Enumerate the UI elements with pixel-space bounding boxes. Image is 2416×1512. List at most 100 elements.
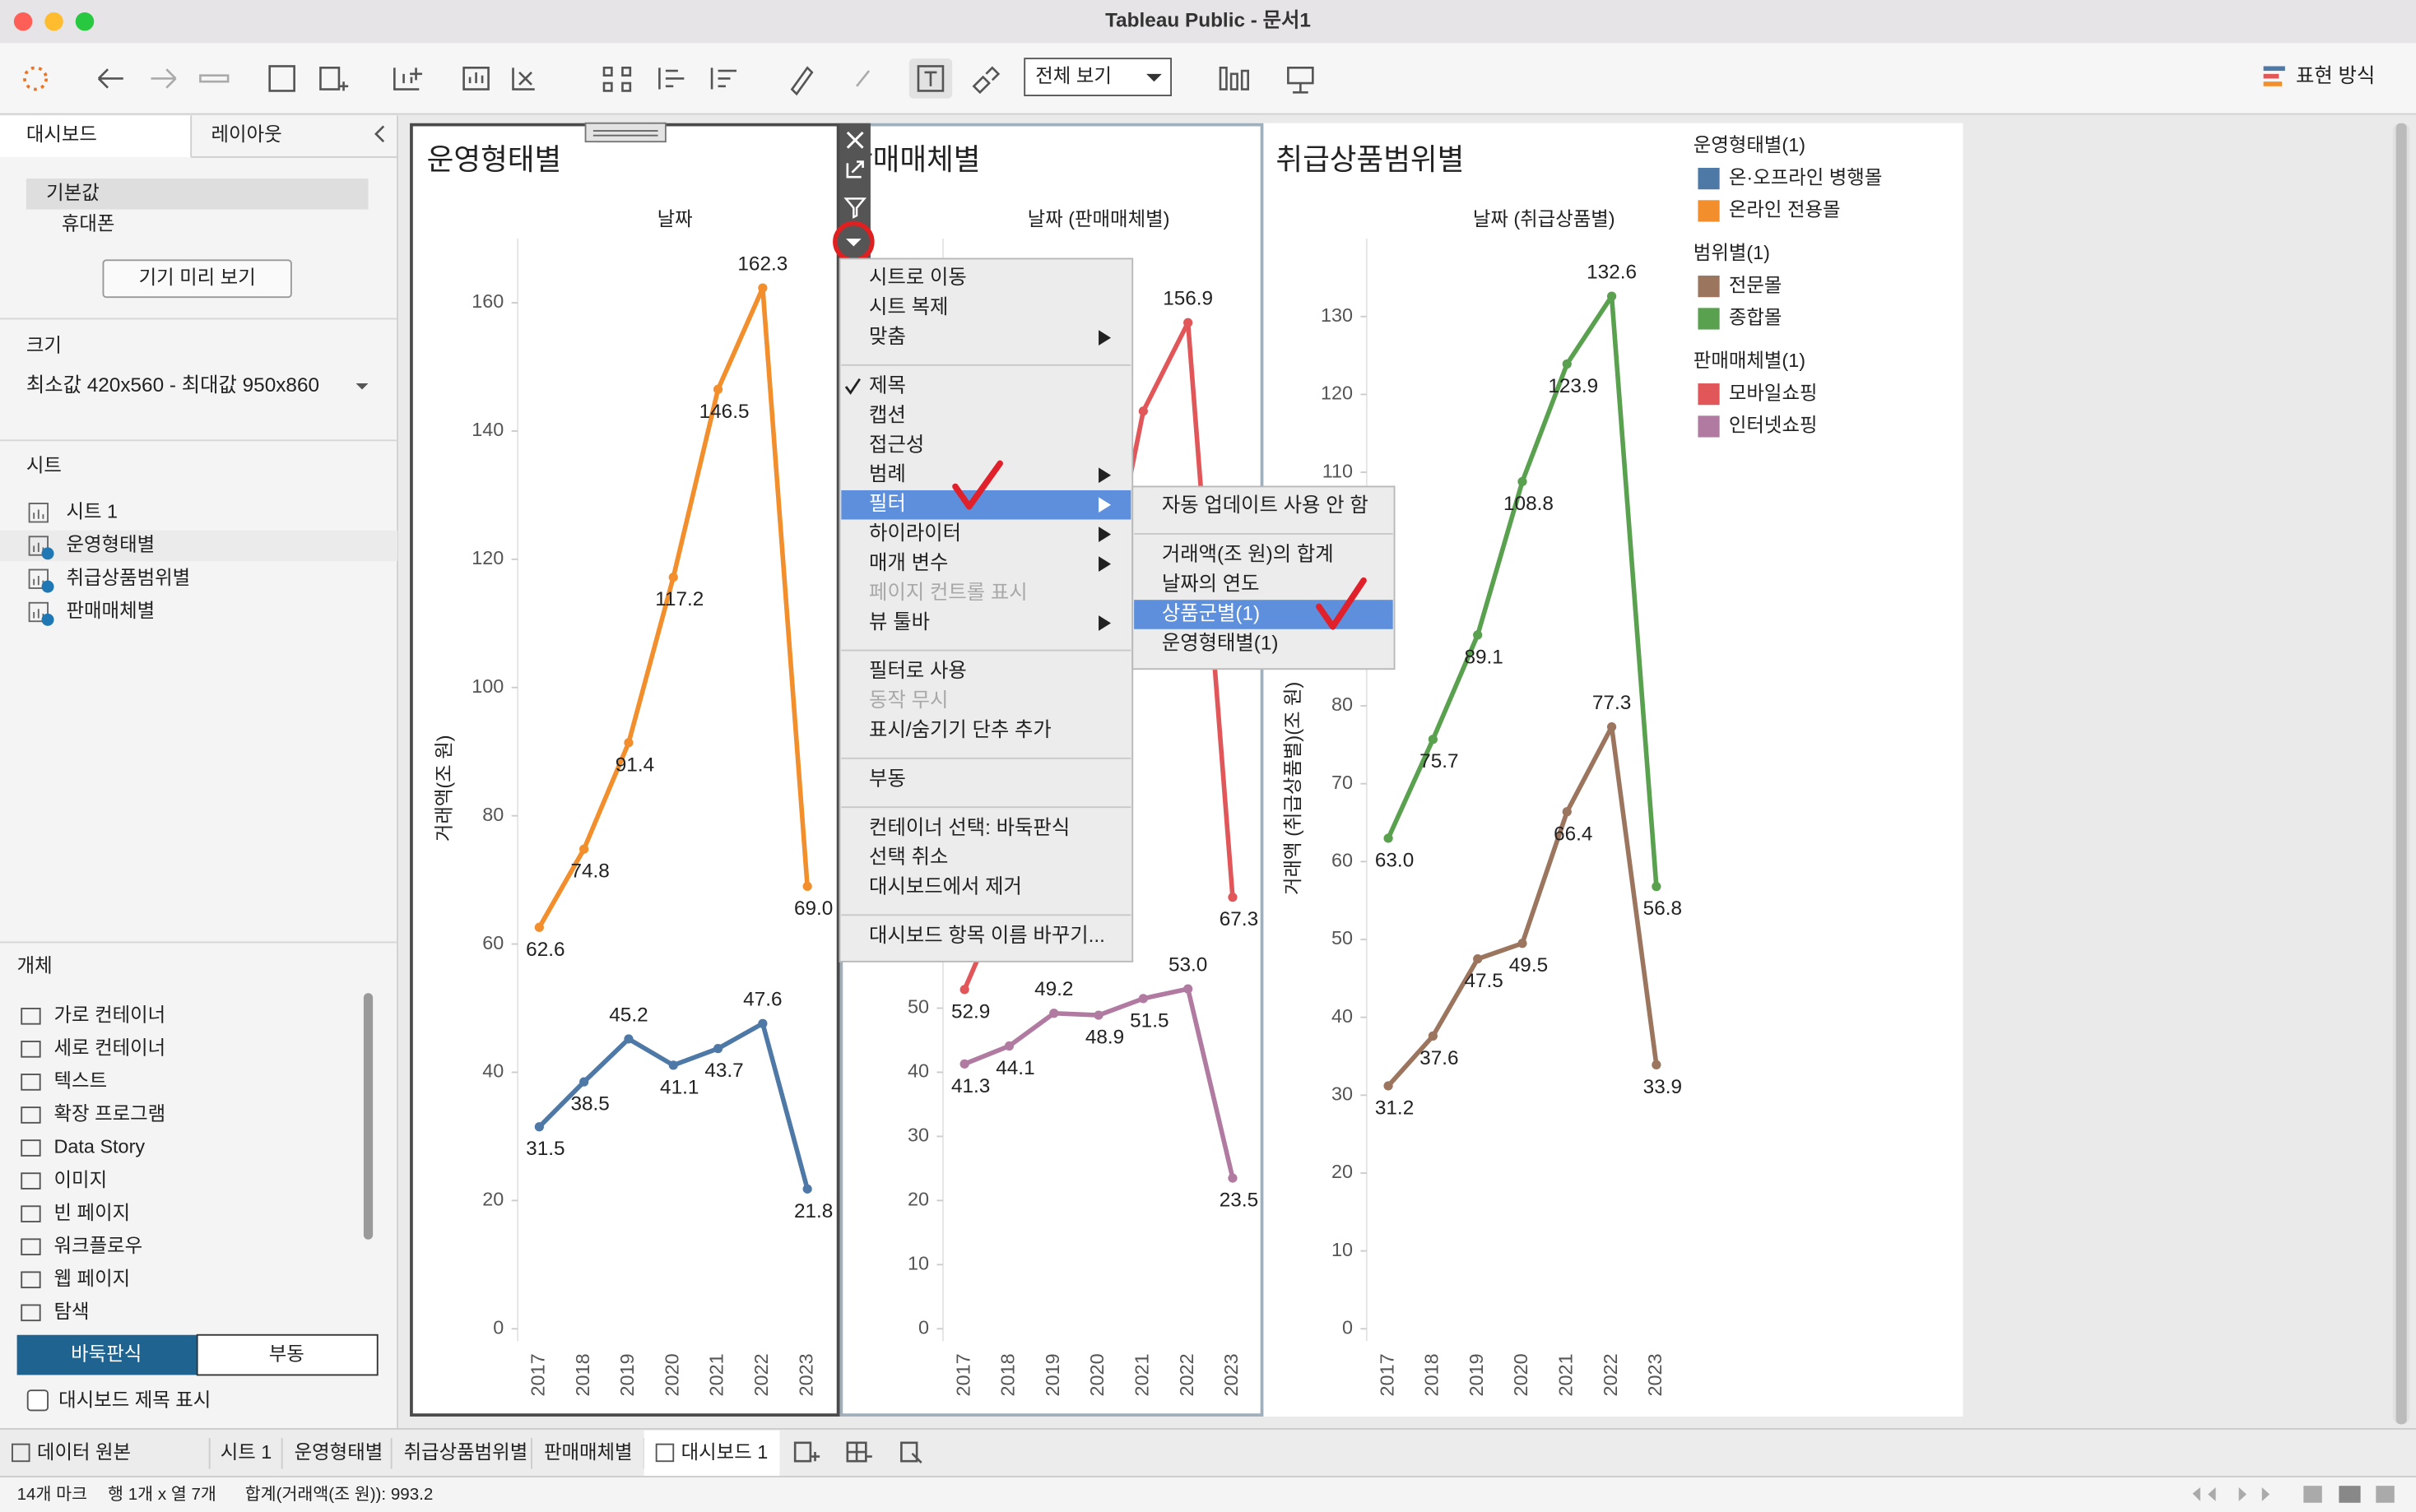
scrollbar[interactable] [2395,123,2407,1425]
menu-item[interactable]: 범례 [869,463,906,485]
sheet-tab[interactable]: 판매매체별 [544,1441,633,1463]
legend-entry[interactable]: 종합몰 [1729,307,1782,328]
x-tick-label: 2023 [1644,1353,1666,1396]
sheet-tab[interactable]: 취급상품범위별 [404,1441,528,1463]
object-item[interactable]: 가로 컨테이너 [54,1004,166,1026]
menu-item[interactable]: 뷰 툴바 [869,611,930,633]
object-item[interactable]: Data Story [54,1136,146,1157]
sheet-tab[interactable]: 데이터 원본 [37,1441,131,1463]
sidebar-tab[interactable]: 대시보드 [26,123,97,145]
dashboard [410,123,1963,1417]
layout-mode-label: 부동 [269,1343,304,1364]
device-preview-button[interactable] [102,259,292,299]
menu-item[interactable]: 하이라이터 [869,522,961,545]
y-tick-label: 20 [482,1189,504,1210]
sheet-tabs: 데이터 원본 시트 1 운영형태별 취급상품범위별 판매매체별 대시보드 1 [12,1430,780,1477]
menu-item[interactable]: 접근성 [869,434,924,456]
menu-item[interactable]: 자동 업데이트 사용 안 함 [1162,494,1368,517]
submenu-arrow [1099,497,1112,513]
close-button[interactable] [13,12,33,31]
x-tick-label: 2019 [1042,1353,1063,1396]
object-item[interactable]: 세로 컨테이너 [54,1037,166,1059]
data-point [1228,893,1238,902]
view-mode-select[interactable] [1024,58,1172,96]
y-tick-label: 10 [908,1253,929,1274]
move-handle[interactable] [584,122,667,143]
menu-item[interactable]: 필터 [869,493,906,515]
object-item[interactable]: 탐색 [54,1301,90,1322]
device-item[interactable]: 기본값 [46,182,100,203]
object-item[interactable]: 웹 페이지 [54,1268,131,1289]
scrollbar[interactable] [363,993,374,1240]
object-item[interactable]: 워크플로우 [54,1235,143,1256]
sheet-used-badge [41,580,54,593]
sheet-tab[interactable]: 운영형태별 [295,1441,383,1463]
sheet-item[interactable]: 취급상품범위별 [67,567,191,588]
data-point [713,384,723,394]
data-point [758,1018,768,1028]
sheet-tab[interactable]: 대시보드 1 [681,1441,769,1463]
menu-item[interactable]: 대시보드 항목 이름 바꾸기... [869,925,1105,947]
legend-entry[interactable]: 온라인 전용몰 [1729,199,1841,220]
minimize-button[interactable] [44,12,63,31]
show-me-icon [2263,66,2285,86]
status-controls[interactable] [2187,1486,2395,1503]
filter-icon[interactable] [843,197,867,219]
object-item[interactable]: 이미지 [54,1169,108,1190]
data-point [1383,1081,1393,1091]
status-text: 14개 마크 [17,1485,87,1504]
goto-sheet-icon[interactable] [846,160,864,179]
checkbox[interactable] [26,1389,49,1412]
menu-item[interactable]: 시트 복제 [869,296,948,318]
new-sheet-icons[interactable] [793,1441,922,1464]
sheet-item[interactable]: 판매매체별 [67,600,156,621]
menu-item[interactable]: 날짜의 연도 [1162,573,1260,595]
legend-swatch [1698,308,1720,330]
show-me-button[interactable]: 표현 방식 [2296,65,2375,87]
legend-entry[interactable]: 온·오프라인 병행몰 [1729,166,1882,188]
legend-entry[interactable]: 전문몰 [1729,274,1782,295]
y-tick-label: 20 [908,1189,929,1210]
zoom-button[interactable] [75,12,95,31]
size-select[interactable]: 최소값 420x560 - 최대값 950x860 [26,374,319,397]
menu-item[interactable]: 맞춤 [869,326,906,348]
sidebar-tab[interactable]: 레이아웃 [211,123,282,145]
sheet-item[interactable]: 운영형태별 [67,534,156,555]
menu-item[interactable]: 제목 [869,374,906,397]
menu-item[interactable]: 컨테이너 선택: 바둑판식 [869,817,1070,839]
menu-item[interactable]: 매개 변수 [869,552,948,574]
layout-mode-label: 바둑판식 [71,1343,142,1364]
menu-item[interactable]: 부동 [869,768,906,790]
object-item[interactable]: 텍스트 [54,1070,108,1092]
menu-item[interactable]: 운영형태별(1) [1162,632,1279,654]
y-tick-label: 120 [1321,383,1353,404]
remove-icon[interactable] [846,131,864,149]
data-label: 89.1 [1464,646,1503,668]
data-point [1652,1060,1661,1070]
menu-item[interactable]: 캡션 [869,404,906,426]
sheet-item[interactable]: 시트 1 [67,500,118,522]
menu-item[interactable]: 시트로 이동 [869,267,967,289]
menu-item[interactable]: 거래액(조 원)의 합계 [1162,544,1334,566]
menu-item[interactable]: 대시보드에서 제거 [869,876,1022,898]
collapse-icon[interactable] [374,125,385,143]
device-item[interactable]: 휴대폰 [62,212,115,234]
sheet-tab[interactable]: 시트 1 [221,1441,272,1463]
more-options-arrow [845,239,862,247]
legend-entry[interactable]: 인터넷쇼핑 [1729,415,1818,436]
object-item[interactable]: 빈 페이지 [54,1202,131,1223]
menu-item[interactable]: 상품군별(1) [1162,602,1260,624]
menu-item[interactable]: 표시/숨기기 단추 추가 [869,719,1052,741]
sheet-used-badge [41,613,54,626]
x-tick-label: 2017 [1376,1353,1397,1396]
toolbar-icons[interactable] [23,58,1314,99]
object-item[interactable]: 확장 프로그램 [54,1103,166,1125]
layout-mode-floating[interactable] [196,1333,379,1376]
data-point [1183,984,1193,994]
menu-item[interactable]: 선택 취소 [869,846,948,869]
legend-entry[interactable]: 모바일쇼핑 [1729,382,1818,403]
layout-mode-tiled[interactable] [16,1334,197,1375]
submenu-arrow [1099,556,1112,572]
menu-item[interactable]: 필터로 사용 [869,660,967,682]
